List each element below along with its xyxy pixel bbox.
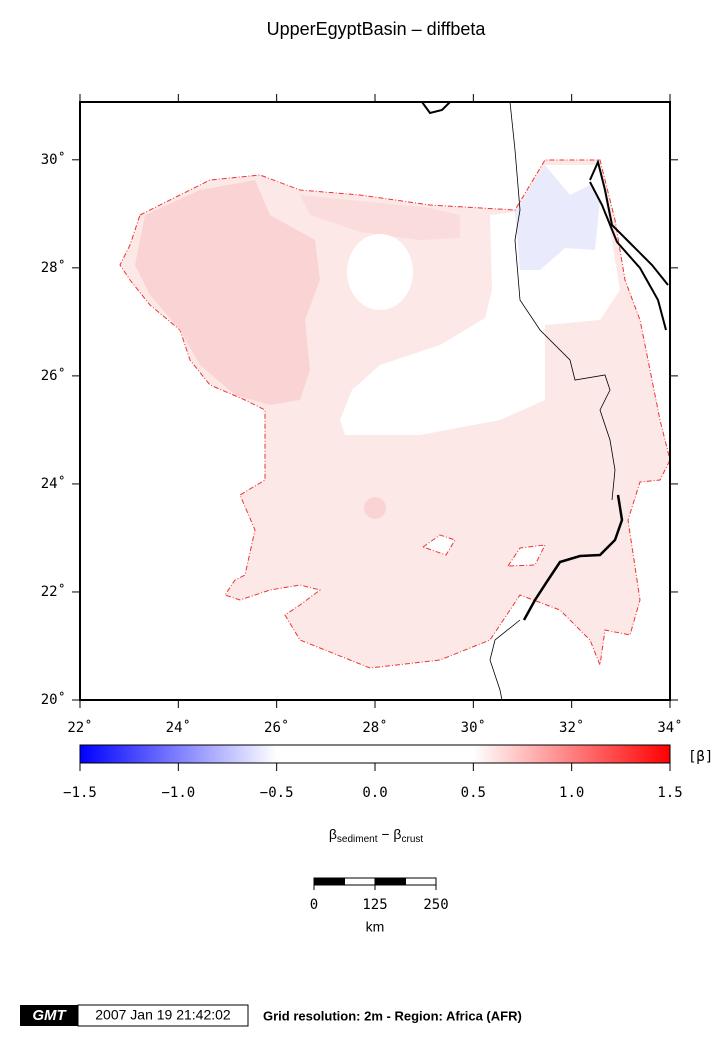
colorbar-unit: [β] (688, 749, 713, 765)
axes: 22˚ 24˚ 26˚ 28˚ 30˚ 32˚ 34˚20˚22˚24˚26˚28˚30˚ (41, 94, 683, 736)
scalebar-segment (313, 877, 345, 886)
scalebar-label: 125 (362, 897, 387, 913)
x-tick-label: 28˚ (362, 719, 387, 736)
y-tick-label: 24˚ (41, 475, 66, 492)
x-tick-label: 26˚ (264, 719, 289, 736)
scalebar-label: 250 (423, 897, 448, 913)
high-spot (364, 497, 386, 519)
colorbar-tick-label: −1.0 (161, 785, 195, 801)
colorbar-tick-label: −0.5 (260, 785, 294, 801)
y-tick-label: 28˚ (41, 259, 66, 276)
x-tick-label: 30˚ (461, 719, 486, 736)
scalebar-label: 0 (310, 897, 318, 913)
colorbar-tick-label: 1.0 (559, 785, 584, 801)
nile (489, 102, 616, 700)
white-zone (347, 234, 413, 310)
y-tick-label: 20˚ (41, 691, 66, 708)
scalebar-segment (405, 877, 437, 886)
colorbar (79, 744, 671, 764)
scalebar-segment (374, 877, 406, 886)
timestamp-box (77, 1004, 249, 1027)
x-tick-label: 32˚ (559, 719, 584, 736)
x-tick-label: 34˚ (657, 719, 682, 736)
sub: crust (401, 834, 423, 845)
map-body (119, 102, 670, 700)
colorbar-tick-label: 1.5 (657, 785, 682, 801)
title: UpperEgyptBasin – diffbeta (267, 19, 487, 39)
colorbar-tick-label: 0.5 (461, 785, 486, 801)
sub: sediment (337, 834, 378, 845)
high-zone (135, 180, 320, 405)
high-zone-2 (300, 195, 460, 240)
logo-box (20, 1005, 78, 1026)
logo: GMT (32, 1007, 67, 1024)
minus: − β (377, 826, 401, 842)
x-tick-label: 24˚ (166, 719, 191, 736)
low-zone (515, 165, 600, 270)
footer-info: Grid resolution: 2m - Region: Africa (AF… (263, 1008, 522, 1023)
y-tick-label: 26˚ (41, 367, 66, 384)
scalebar-unit: km (366, 919, 385, 935)
colorbar-tick-label: −1.5 (63, 785, 97, 801)
y-tick-label: 22˚ (41, 583, 66, 600)
colorbar-tick-label: 0.0 (362, 785, 387, 801)
timestamp: 2007 Jan 19 21:42:02 (95, 1007, 231, 1023)
lake-nasser (522, 494, 624, 621)
hole (507, 544, 546, 567)
scalebar-segment (344, 877, 376, 886)
colorbar-label: βsediment − βcrust (329, 826, 424, 845)
x-tick-label: 22˚ (67, 719, 92, 736)
scalebar: 0 125 250 (310, 877, 449, 913)
y-tick-label: 30˚ (41, 151, 66, 168)
symbol: β (329, 826, 337, 842)
hole (421, 534, 456, 556)
coastline (421, 102, 669, 331)
